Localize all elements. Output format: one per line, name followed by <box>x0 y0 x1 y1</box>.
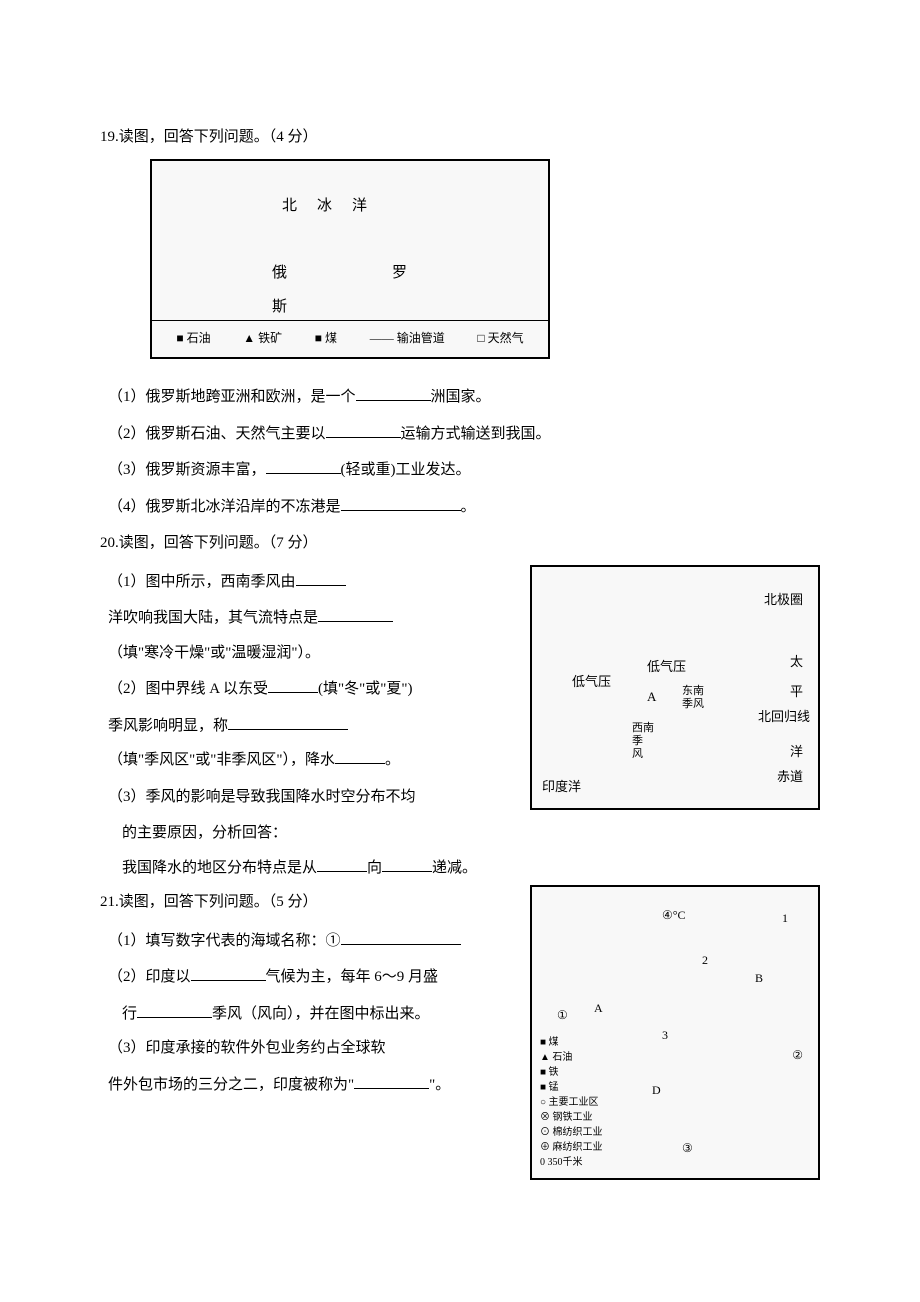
text: (轻或重)工业发达。 <box>341 462 471 478</box>
text: （2）图中界线 A 以东受 <box>108 681 268 697</box>
q19-map: 北冰洋 俄 罗 斯 ■ 石油 ▲ 铁矿 ■ 煤 —— 输油管道 □ 天然气 <box>150 159 550 359</box>
legend-item: ■ 锰 <box>540 1080 603 1095</box>
text: "。 <box>429 1077 450 1093</box>
blank-input[interactable] <box>341 930 461 945</box>
text: 季风（风向），并在图中标出来。 <box>212 1006 430 1022</box>
map-label: ① <box>557 1002 568 1030</box>
legend-item: □ 天然气 <box>477 325 523 353</box>
map-label: 西南季风 <box>632 722 654 762</box>
map-label: 北极圈 <box>764 585 803 615</box>
q19-header: 19.读图，回答下列问题。（4 分） <box>100 120 820 155</box>
blank-input[interactable] <box>335 749 385 764</box>
text: 季风影响明显，称 <box>108 718 228 734</box>
text: 气候为主，每年 6～9 月盛 <box>266 969 439 985</box>
q19-map-top-label: 北冰洋 <box>282 189 387 224</box>
map-label: A <box>594 995 603 1023</box>
legend-item: ⊕ 麻纺织工业 <box>540 1140 603 1155</box>
map-label: 2 <box>702 947 708 975</box>
q19-map-legend: ■ 石油 ▲ 铁矿 ■ 煤 —— 输油管道 □ 天然气 <box>152 320 548 357</box>
map-label: 印度洋 <box>542 772 581 802</box>
map-label: 1 <box>782 905 788 933</box>
legend-item: ⊗ 钢铁工业 <box>540 1110 603 1125</box>
map-label: 低气压 <box>647 652 686 682</box>
question-20: 20.读图，回答下列问题。（7 分） 北极圈 低气压 低气压 A 东南季风 西南… <box>100 526 820 885</box>
blank-input[interactable] <box>354 1074 429 1089</box>
legend-item: ○ 主要工业区 <box>540 1095 603 1110</box>
q21-map-legend: ■ 煤 ▲ 石油 ■ 铁 ■ 锰 ○ 主要工业区 ⊗ 钢铁工业 ⊙ 棉纺织工业 … <box>540 1035 603 1170</box>
legend-item: ⊙ 棉纺织工业 <box>540 1125 603 1140</box>
blank-input[interactable] <box>137 1003 212 1018</box>
q20-line8: 的主要原因，分析回答： <box>122 816 820 851</box>
blank-input[interactable] <box>268 678 318 693</box>
text: 。 <box>461 499 476 515</box>
text: 洋吹响我国大陆，其气流特点是 <box>108 610 318 626</box>
text: （1）俄罗斯地跨亚洲和欧洲，是一个 <box>108 389 356 405</box>
text: 运输方式输送到我国。 <box>401 426 551 442</box>
text: 我国降水的地区分布特点是从 <box>122 860 317 876</box>
legend-item: ▲ 铁矿 <box>243 325 282 353</box>
question-21: ④°C 1 2 3 ① ② ③ A B D ■ 煤 ▲ 石油 ■ 铁 ■ 锰 ○… <box>100 885 820 1190</box>
text: （2）俄罗斯石油、天然气主要以 <box>108 426 326 442</box>
legend-item: ▲ 石油 <box>540 1050 603 1065</box>
map-label: 东南季风 <box>682 685 704 711</box>
text: （1）图中所示，西南季风由 <box>108 574 296 590</box>
text: 行 <box>122 1006 137 1022</box>
legend-item: ■ 铁 <box>540 1065 603 1080</box>
text: 。 <box>385 752 400 768</box>
legend-item: 0 350千米 <box>540 1155 603 1170</box>
blank-input[interactable] <box>317 857 367 872</box>
question-19: 19.读图，回答下列问题。（4 分） 北冰洋 俄 罗 斯 ■ 石油 ▲ 铁矿 ■… <box>100 120 820 524</box>
map-label: ② <box>792 1042 803 1070</box>
blank-input[interactable] <box>356 386 431 401</box>
map-label: 低气压 <box>572 667 611 697</box>
q19-sub1: （1）俄罗斯地跨亚洲和欧洲，是一个 洲国家。 <box>108 380 820 415</box>
blank-input[interactable] <box>266 459 341 474</box>
text: （填"季风区"或"非季风区"），降水 <box>108 752 335 768</box>
map-label: B <box>755 965 763 993</box>
q20-header: 20.读图，回答下列问题。（7 分） <box>100 526 820 561</box>
legend-item: —— 输油管道 <box>370 325 445 353</box>
map-label: 3 <box>662 1022 668 1050</box>
text: （2）印度以 <box>108 969 191 985</box>
q19-map-center-label: 俄 罗 斯 <box>272 256 548 325</box>
text: 件外包市场的三分之二，印度被称为" <box>108 1077 354 1093</box>
map-label: 太 <box>790 647 803 677</box>
blank-input[interactable] <box>341 496 461 511</box>
legend-item: ■ 石油 <box>176 325 210 353</box>
map-label: ④°C <box>662 902 686 930</box>
legend-item: ■ 煤 <box>540 1035 603 1050</box>
q19-sub3: （3）俄罗斯资源丰富， (轻或重)工业发达。 <box>108 453 820 488</box>
legend-item: ■ 煤 <box>315 325 337 353</box>
q21-map: ④°C 1 2 3 ① ② ③ A B D ■ 煤 ▲ 石油 ■ 铁 ■ 锰 ○… <box>530 885 820 1180</box>
blank-input[interactable] <box>296 571 346 586</box>
blank-input[interactable] <box>191 966 266 981</box>
text: (填"冬"或"夏") <box>318 681 412 697</box>
blank-input[interactable] <box>228 715 348 730</box>
q20-line9: 我国降水的地区分布特点是从 向 递减。 <box>122 851 820 886</box>
q19-map-container: 北冰洋 俄 罗 斯 ■ 石油 ▲ 铁矿 ■ 煤 —— 输油管道 □ 天然气 <box>150 159 820 373</box>
map-label: A <box>647 682 656 712</box>
map-label: 北回归线 <box>758 702 810 732</box>
map-label: D <box>652 1077 661 1105</box>
text: （4）俄罗斯北冰洋沿岸的不冻港是 <box>108 499 341 515</box>
blank-input[interactable] <box>318 607 393 622</box>
q19-sub2: （2）俄罗斯石油、天然气主要以 运输方式输送到我国。 <box>108 417 820 452</box>
q20-map: 北极圈 低气压 低气压 A 东南季风 西南季风 太 平 北回归线 洋 赤道 印度… <box>530 565 820 810</box>
map-label: ③ <box>682 1135 693 1163</box>
text: 递减。 <box>432 860 477 876</box>
q19-sub4: （4）俄罗斯北冰洋沿岸的不冻港是 。 <box>108 490 820 525</box>
blank-input[interactable] <box>326 423 401 438</box>
text: 向 <box>367 860 382 876</box>
map-label: 赤道 <box>777 762 803 792</box>
text: 洲国家。 <box>431 389 491 405</box>
blank-input[interactable] <box>382 857 432 872</box>
text: （1）填写数字代表的海域名称：① <box>108 933 341 949</box>
text: （3）俄罗斯资源丰富， <box>108 462 266 478</box>
